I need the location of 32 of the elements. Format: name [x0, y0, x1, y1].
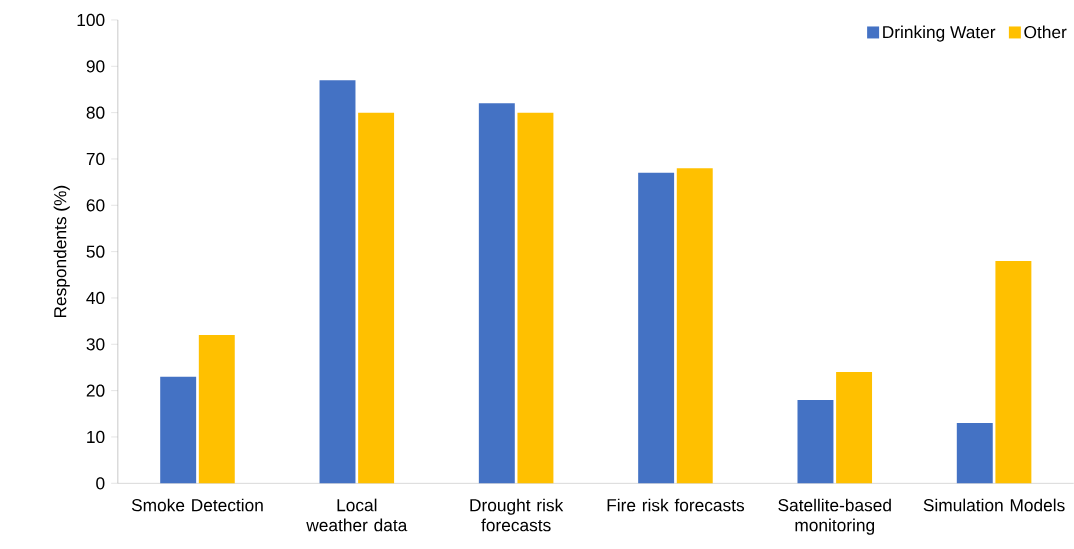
y-tick-label: 20 [86, 384, 105, 397]
x-tick-label: Satellite-based monitoring [778, 498, 891, 535]
y-tick-label: 100 [77, 13, 105, 26]
y-tick-label: 90 [86, 60, 105, 73]
x-tick-label: Local weather data [306, 498, 408, 532]
bar [638, 172, 675, 484]
y-tick-label: 80 [86, 106, 105, 119]
legend-label: Other [1024, 25, 1067, 39]
y-tick-label: 0 [96, 477, 105, 490]
bar [160, 376, 197, 484]
bar [478, 103, 515, 484]
y-tick-label: 70 [86, 152, 105, 165]
legend-label: Drinking Water [883, 25, 996, 42]
bar [995, 260, 1032, 484]
y-axis-title: Respondents (%) [53, 185, 70, 317]
bar [198, 334, 235, 484]
y-tick-label: 30 [86, 338, 105, 351]
bar [319, 80, 356, 484]
y-tick-label: 10 [87, 430, 105, 443]
bar [836, 372, 873, 484]
y-tick-label: 60 [86, 199, 105, 212]
bar [797, 399, 834, 484]
y-tick-label: 40 [86, 291, 105, 304]
y-tick-label: 50 [86, 245, 105, 258]
bar [358, 112, 395, 484]
x-tick-label: Drought risk forecasts [470, 498, 564, 532]
bar [676, 168, 713, 484]
bar [956, 422, 993, 484]
x-tick-label: Simulation Models [923, 498, 1065, 512]
x-tick-label: Smoke Detection [131, 498, 263, 512]
bar [517, 112, 554, 484]
x-tick-label: Fire risk forecasts [607, 498, 745, 512]
